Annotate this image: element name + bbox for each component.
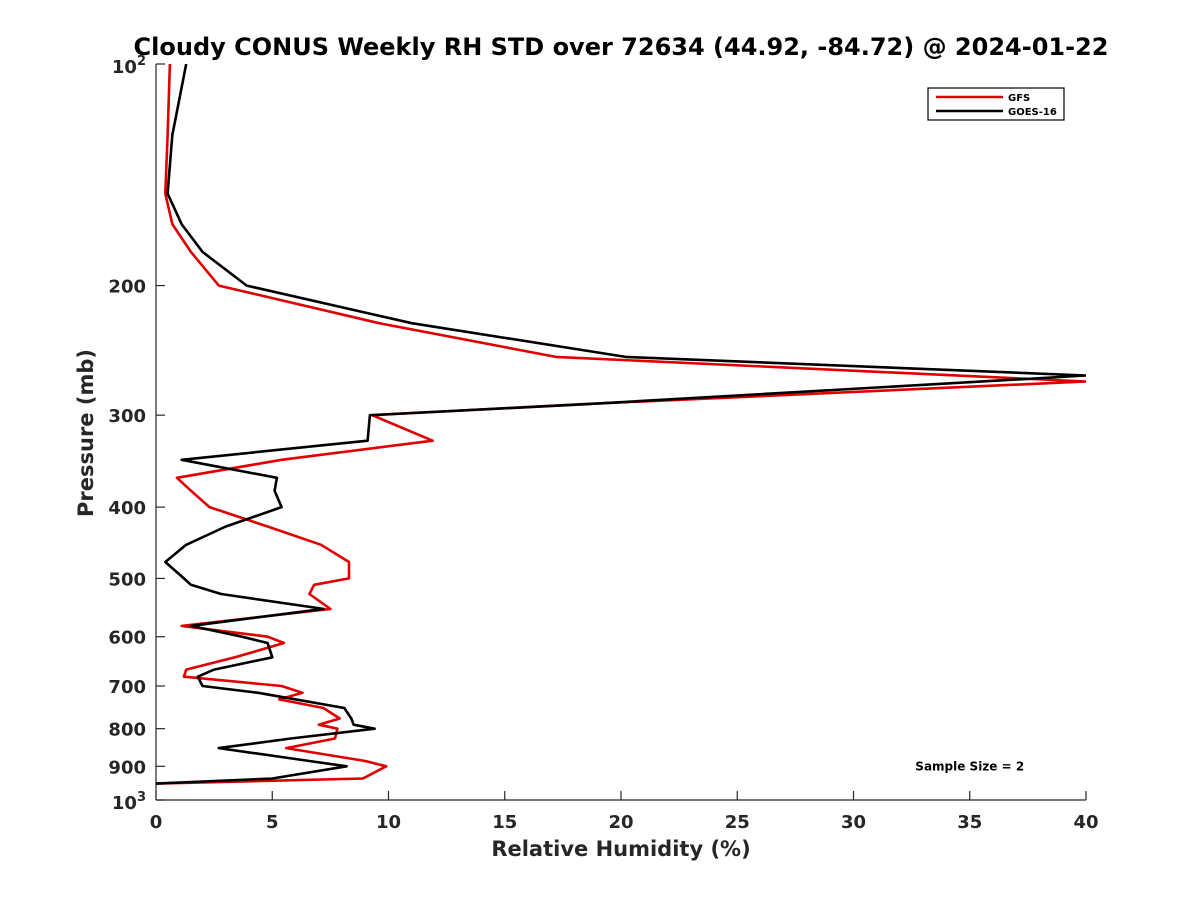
x-tick-label: 10 xyxy=(376,812,401,833)
y-tick-label: 700 xyxy=(108,677,146,698)
legend-box xyxy=(927,87,1065,121)
series-line-goes-16 xyxy=(156,64,1086,785)
series-layer xyxy=(156,64,1086,785)
y-axis-label: Pressure (mb) xyxy=(74,349,98,517)
y-tick-label: 103 xyxy=(112,790,146,814)
x-tick-label: 40 xyxy=(1073,812,1098,833)
x-tick-label: 25 xyxy=(725,812,750,833)
annotation-layer: Sample Size = 2 xyxy=(915,759,1024,773)
y-tick-label: 200 xyxy=(108,277,146,298)
y-tick-label: 102 xyxy=(112,54,146,78)
x-tick-label: 20 xyxy=(608,812,633,833)
legend-label: GOES-16 xyxy=(1008,107,1057,118)
y-tick-label: 600 xyxy=(108,628,146,649)
chart-title: Cloudy CONUS Weekly RH STD over 72634 (4… xyxy=(134,33,1109,61)
y-tick-label: 300 xyxy=(108,406,146,427)
y-tick-label: 900 xyxy=(108,757,146,778)
x-tick-label: 0 xyxy=(150,812,163,833)
plot-area: 0 5 10 15 20 25 30 35 40 102 200 300 400 500 600 700 800… xyxy=(108,54,1098,833)
x-tick-label: 5 xyxy=(266,812,279,833)
x-axis-label: Relative Humidity (%) xyxy=(491,837,750,861)
y-tick-label: 500 xyxy=(108,569,146,590)
legend: GFS GOES-16 xyxy=(927,87,1065,121)
y-tick-label: 800 xyxy=(108,720,146,741)
y-tick-label: 400 xyxy=(108,498,146,519)
series-line-gfs xyxy=(156,64,1086,785)
x-tick-label: 35 xyxy=(957,812,982,833)
x-tick-label: 15 xyxy=(492,812,517,833)
legend-label: GFS xyxy=(1008,93,1030,104)
x-tick-label: 30 xyxy=(841,812,866,833)
sample-size-annotation: Sample Size = 2 xyxy=(915,759,1024,773)
